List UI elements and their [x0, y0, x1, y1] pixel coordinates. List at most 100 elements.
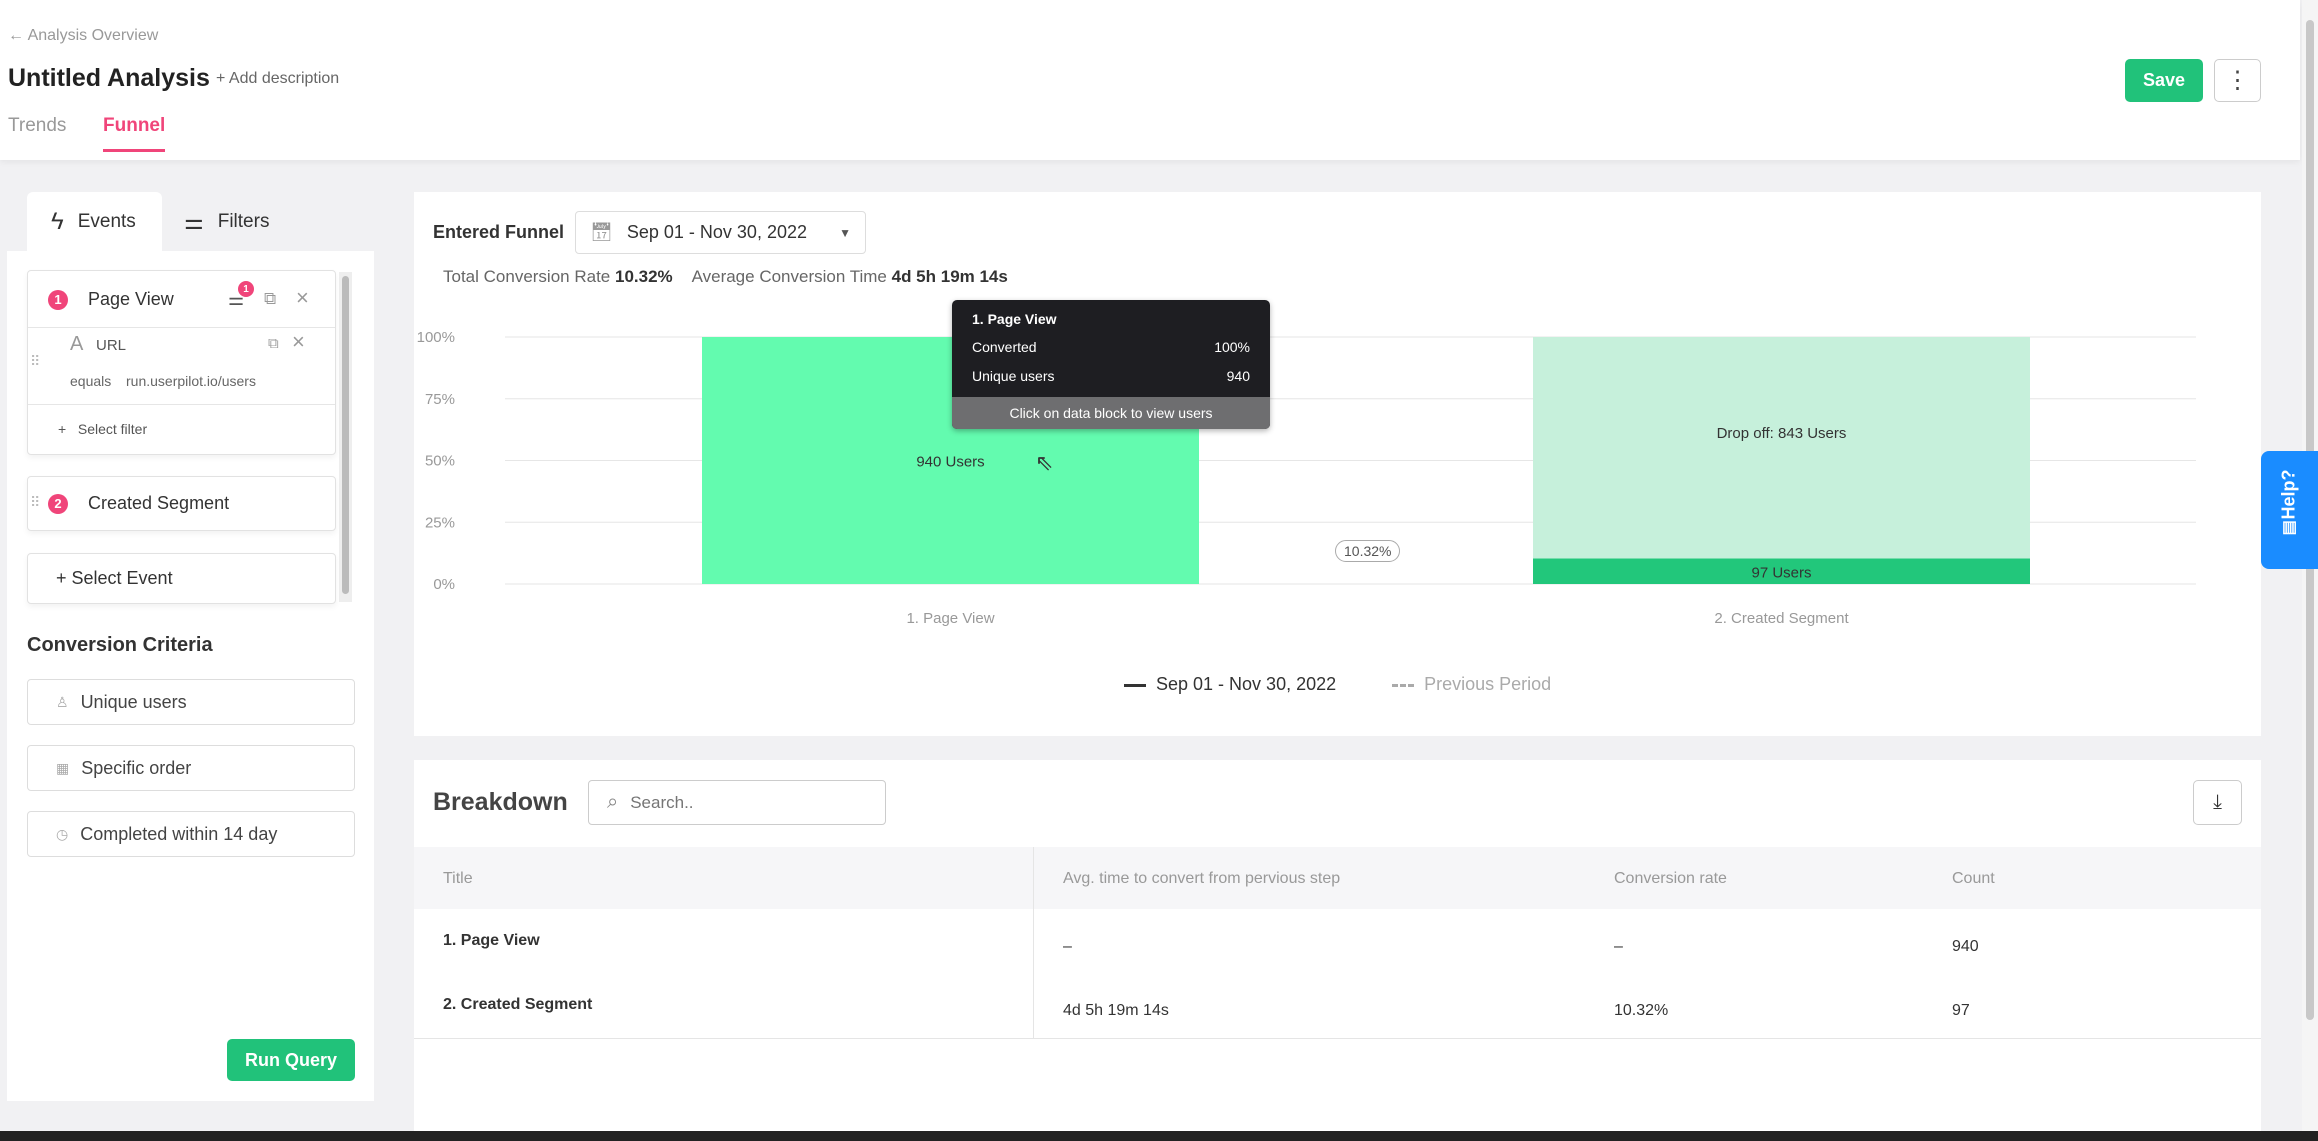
event-card-page-view: 1 Page View ⚌ 1 ⧉ × A URL ⧉ × ⠿ equals ru…	[27, 270, 336, 455]
tooltip-value: 940	[1226, 367, 1250, 384]
chart-legend: Sep 01 - Nov 30, 2022 Previous Period	[1124, 674, 1551, 695]
step-conversion-badge: 10.32%	[1335, 540, 1401, 562]
tab-label: Filters	[217, 210, 270, 232]
column-header[interactable]: Title	[443, 870, 473, 887]
select-event-button[interactable]: + Select Event	[27, 553, 336, 604]
column-header[interactable]: Count	[1952, 870, 1995, 887]
duplicate-filter-icon[interactable]: ⧉	[268, 335, 279, 352]
add-description-button[interactable]: + Add description	[216, 70, 340, 87]
download-button[interactable]: ⤓	[2193, 780, 2242, 825]
filter-value[interactable]: run.userpilot.io/users	[126, 373, 256, 389]
breadcrumb-back[interactable]: ← Analysis Overview	[8, 27, 159, 44]
date-range-picker[interactable]: 📅︎ Sep 01 - Nov 30, 2022 ▼	[575, 211, 866, 254]
tooltip-value: 100%	[1214, 338, 1250, 355]
table-cell: –	[1063, 938, 1072, 955]
column-header[interactable]: Avg. time to convert from pervious step	[1063, 870, 1341, 887]
avg-time-label: Average Conversion Time	[691, 267, 887, 286]
criteria-specific-order[interactable]: ▦ Specific order	[27, 745, 355, 791]
breakdown-title: Breakdown	[433, 788, 568, 816]
tooltip-row: Unique users 940	[952, 361, 1270, 390]
filter-property[interactable]: URL	[96, 337, 127, 354]
y-tick-label: 0%	[433, 576, 455, 593]
help-label: Help?	[2278, 468, 2299, 520]
drop-off-label: Drop off: 843 Users	[1717, 425, 1847, 442]
total-conversion-value: 10.32%	[615, 267, 673, 286]
column-header[interactable]: Conversion rate	[1614, 870, 1727, 887]
help-widget[interactable]: Help? ▥	[2261, 451, 2318, 569]
tab-events[interactable]: ϟ Events	[27, 192, 162, 251]
caret-down-icon: ▼	[839, 225, 851, 240]
legend-current[interactable]: Sep 01 - Nov 30, 2022	[1124, 674, 1336, 695]
avg-time-value: 4d 5h 19m 14s	[891, 267, 1008, 286]
tab-filters[interactable]: ⚌ Filters	[160, 192, 293, 251]
funnel-chart: 0% 25% 50% 75% 100% 940 Users 1. Page View Drop…	[417, 329, 2196, 627]
user-icon: ♙	[56, 693, 69, 710]
event-name: Created Segment	[88, 493, 230, 513]
chart-tooltip: 1. Page View Converted 100% Unique users 9…	[952, 300, 1270, 429]
select-filter-button[interactable]: + Select filter	[58, 421, 148, 437]
page-title[interactable]: Untitled Analysis	[8, 64, 210, 92]
tooltip-label: Unique users	[972, 367, 1055, 384]
step-badge: 1	[48, 289, 68, 310]
drop-off-bar	[1533, 337, 2030, 559]
converted-bar[interactable]	[1533, 558, 2030, 584]
sliders-icon: ⚌	[184, 208, 204, 234]
step-badge: 2	[48, 493, 68, 514]
table-header	[414, 847, 2261, 909]
calendar-icon: 📅︎	[590, 222, 613, 242]
tab-label: Events	[77, 210, 136, 232]
mouse-cursor-icon: ⇖	[1035, 450, 1054, 475]
select-filter-label: Select filter	[77, 421, 148, 437]
tooltip-footer: Click on data block to view users	[952, 397, 1270, 429]
criteria-label: Specific order	[81, 757, 192, 778]
entered-funnel-label: Entered Funnel	[433, 222, 565, 242]
table-cell: 2. Created Segment	[443, 996, 593, 1013]
date-range-value: Sep 01 - Nov 30, 2022	[626, 222, 807, 242]
tab-funnel[interactable]: Funnel	[103, 115, 166, 152]
tooltip-row: Converted 100%	[952, 332, 1270, 361]
table-cell: 10.32%	[1614, 1002, 1669, 1019]
event-card-created-segment[interactable]: ⠿ 2 Created Segment	[27, 476, 336, 531]
drag-handle-icon[interactable]: ⠿	[30, 494, 41, 510]
book-icon: ▥	[2281, 518, 2298, 536]
panel-scrollbar[interactable]	[339, 272, 352, 602]
y-tick-label: 50%	[425, 453, 455, 470]
criteria-label: Unique users	[80, 691, 187, 712]
duplicate-icon[interactable]: ⧉	[264, 289, 277, 308]
tab-trends[interactable]: Trends	[8, 115, 67, 136]
breadcrumb[interactable]: Analysis Overview	[27, 27, 159, 44]
table-cell: 940	[1952, 938, 1979, 955]
x-tick-label: 2. Created Segment	[1714, 610, 1849, 627]
bar-label: 940 Users	[916, 454, 984, 471]
conversion-criteria-title: Conversion Criteria	[27, 634, 213, 656]
breakdown-card	[414, 760, 2261, 1131]
search-icon: ⌕	[607, 791, 619, 813]
criteria-completed-within[interactable]: ◷ Completed within 14 day	[27, 811, 355, 857]
taskbar-strip	[0, 1131, 2318, 1141]
save-button[interactable]: Save	[2125, 59, 2203, 102]
table-bottom-border	[414, 1038, 2261, 1039]
conversion-summary: Total Conversion Rate 10.32% Average Con…	[443, 267, 1008, 287]
event-name[interactable]: Page View	[88, 289, 174, 309]
filter-operator[interactable]: equals	[70, 373, 112, 389]
filter-icon[interactable]: ⚌ 1	[228, 281, 254, 310]
legend-label: Previous Period	[1424, 674, 1552, 694]
y-tick-label: 100%	[417, 329, 455, 346]
x-tick-label: 1. Page View	[906, 610, 994, 627]
total-conversion-label: Total Conversion Rate	[443, 267, 611, 286]
more-options-button[interactable]: ⋮	[2214, 59, 2261, 102]
search-input[interactable]	[630, 792, 851, 813]
tooltip-label: Converted	[972, 338, 1037, 355]
text-property-icon: A	[70, 333, 84, 355]
legend-previous[interactable]: Previous Period	[1392, 674, 1551, 695]
bar-label: 97 Users	[1751, 564, 1811, 581]
legend-label: Sep 01 - Nov 30, 2022	[1156, 674, 1337, 694]
close-icon[interactable]: ×	[296, 285, 309, 310]
run-query-button[interactable]: Run Query	[227, 1039, 355, 1081]
y-tick-label: 25%	[425, 514, 455, 531]
remove-filter-icon[interactable]: ×	[292, 329, 305, 354]
y-tick-label: 75%	[425, 391, 455, 408]
criteria-unique-users[interactable]: ♙ Unique users	[27, 679, 355, 725]
breakdown-search[interactable]: ⌕	[588, 780, 886, 825]
drag-handle-icon[interactable]: ⠿	[30, 353, 41, 369]
